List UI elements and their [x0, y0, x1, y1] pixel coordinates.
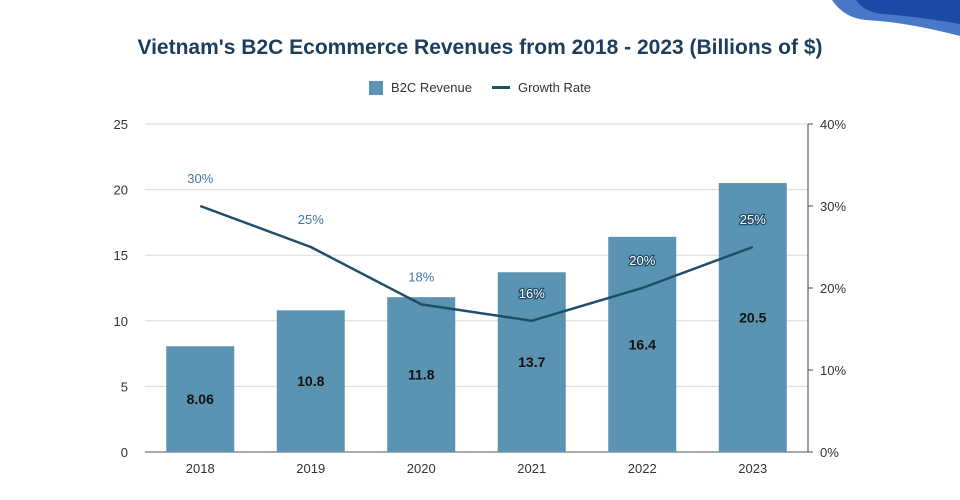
y2-tick-label: 10% — [820, 363, 846, 378]
legend-swatch-line — [491, 86, 510, 89]
x-tick-label: 2019 — [296, 461, 325, 476]
corner-decoration — [832, 0, 960, 36]
x-tick-label: 2018 — [186, 461, 215, 476]
bar-value-label: 10.8 — [297, 373, 324, 389]
bar — [608, 236, 677, 452]
y2-tick-label: 20% — [820, 281, 846, 296]
y-tick-label: 0 — [121, 445, 128, 460]
legend-label-growth: Growth Rate — [517, 80, 591, 95]
growth-line — [199, 204, 754, 323]
legend-label-revenue: B2C Revenue — [391, 80, 472, 95]
y-tick-label: 25 — [114, 117, 128, 132]
legend-swatch-bar — [369, 80, 384, 95]
bar-value-label: 8.06 — [187, 391, 214, 407]
growth-value-label: 30% — [187, 171, 213, 186]
growth-value-label: 25% — [298, 212, 324, 227]
bar — [166, 346, 235, 452]
growth-value-label: 20% — [629, 253, 655, 268]
legend-item-growth[interactable]: Growth Rate — [491, 80, 591, 95]
chart-title: Vietnam's B2C Ecommerce Revenues from 20… — [137, 36, 823, 59]
growth-value-label: 18% — [408, 269, 434, 284]
y-tick-label: 15 — [114, 248, 128, 263]
growth-value-label: 16% — [519, 286, 545, 301]
bar-value-label: 13.7 — [518, 354, 545, 370]
y2-tick-label: 30% — [820, 199, 846, 214]
bar — [387, 297, 456, 452]
growth-value-label: 25% — [740, 212, 766, 227]
y-tick-label: 10 — [114, 314, 128, 329]
x-tick-label: 2023 — [738, 461, 767, 476]
bar-value-label: 20.5 — [739, 310, 766, 326]
x-tick-label: 2022 — [628, 461, 657, 476]
y2-tick-label: 40% — [820, 117, 846, 132]
legend-item-revenue[interactable]: B2C Revenue — [369, 80, 472, 95]
bar-value-label: 16.4 — [629, 336, 656, 352]
bar — [276, 310, 345, 452]
x-tick-label: 2021 — [517, 461, 546, 476]
x-tick-label: 2020 — [407, 461, 436, 476]
y-tick-label: 20 — [114, 183, 128, 198]
bar — [497, 272, 566, 452]
bar-value-label: 11.8 — [408, 367, 435, 383]
y2-tick-label: 0% — [820, 445, 839, 460]
y-tick-label: 5 — [121, 379, 128, 394]
legend: B2C Revenue Growth Rate — [0, 80, 960, 95]
bar — [718, 183, 787, 453]
